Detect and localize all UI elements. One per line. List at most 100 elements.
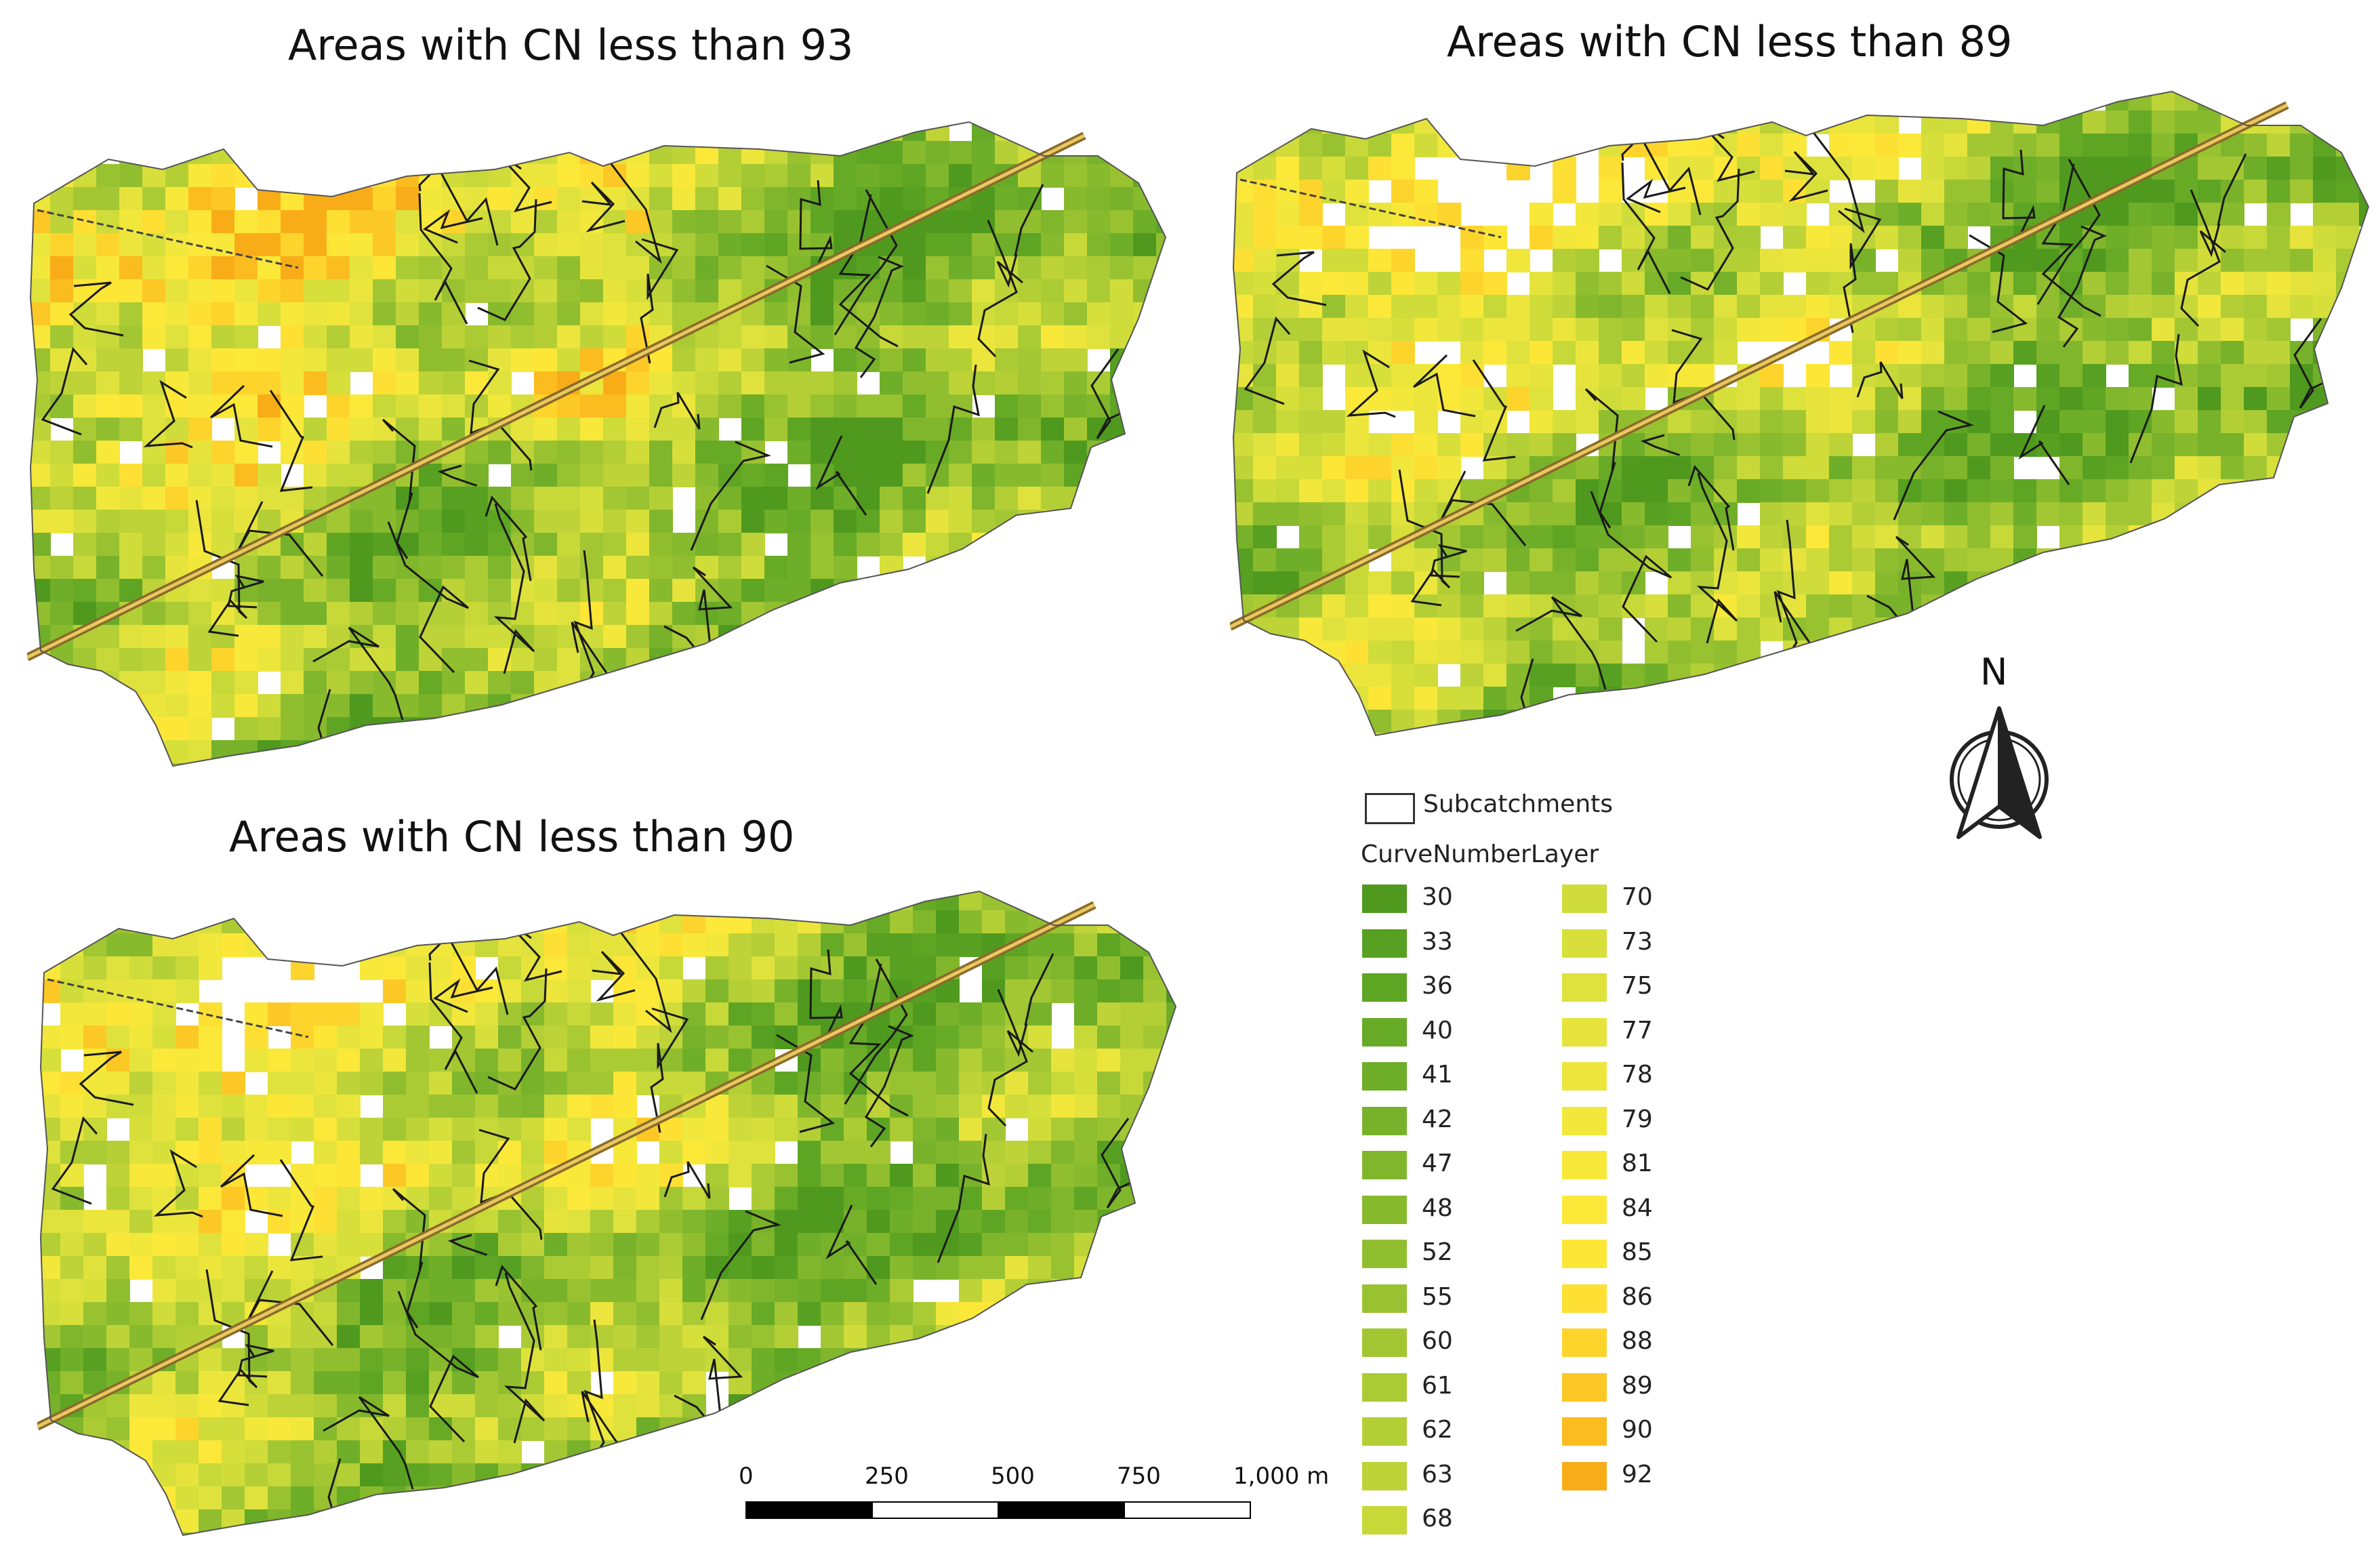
cn-cell	[2359, 733, 2368, 735]
cn-cell	[1875, 92, 1899, 111]
cn-cell	[1483, 92, 1507, 111]
cn-cell	[1051, 1302, 1075, 1326]
cn-cell	[1714, 341, 1738, 365]
cn-cell	[982, 1532, 1006, 1535]
cn-cell	[442, 418, 466, 441]
cn-cell	[2267, 249, 2291, 272]
legend-label-30: 30	[1422, 883, 1453, 911]
cn-cell	[1506, 387, 1530, 411]
cn-cell	[442, 648, 466, 672]
cn-cell	[73, 233, 97, 257]
cn-cell	[1299, 318, 1323, 342]
cn-cell	[913, 1002, 937, 1026]
cn-cell	[1806, 525, 1830, 549]
cn-cell	[1829, 64, 1853, 88]
cn-cell	[1064, 95, 1088, 119]
cn-cell	[1414, 641, 1438, 664]
cn-cell	[327, 394, 350, 418]
cn-cell	[96, 694, 120, 718]
cn-cell	[327, 233, 350, 257]
cn-cell	[1051, 1348, 1075, 1372]
cn-cell	[844, 1532, 867, 1535]
cn-cell	[188, 625, 212, 649]
cn-cell	[350, 279, 373, 303]
cn-cell	[2221, 203, 2244, 226]
cn-cell	[2290, 249, 2314, 272]
cn-cell	[1898, 180, 1922, 203]
cn-cell	[659, 1486, 683, 1510]
cn-cell	[1622, 341, 1645, 365]
cn-cell	[1875, 410, 1899, 434]
cn-cell	[176, 979, 199, 1003]
cn-cell	[1368, 433, 1392, 457]
cn-cell	[972, 122, 996, 142]
cn-cell	[672, 533, 696, 556]
cn-cell	[1110, 579, 1134, 603]
cn-cell	[1110, 256, 1134, 280]
cn-cell	[867, 1417, 890, 1441]
cn-cell	[567, 864, 591, 888]
cn-cell	[1691, 479, 1715, 503]
cn-cell	[521, 1095, 545, 1118]
cn-cell	[350, 302, 373, 326]
cn-cell	[659, 910, 683, 934]
cn-cell	[867, 1210, 890, 1234]
cn-cell	[741, 95, 765, 119]
cn-cell	[1253, 180, 1277, 203]
subcatchment-line	[269, 390, 313, 492]
cn-cell	[2359, 571, 2368, 595]
cn-cell	[2221, 641, 2244, 664]
cn-cell	[199, 864, 222, 888]
cn-cell	[106, 1095, 130, 1118]
cn-cell	[142, 533, 166, 556]
cn-cell	[2082, 641, 2106, 664]
cn-cell	[452, 1348, 476, 1372]
cn-cell	[50, 279, 74, 303]
cn-cell	[419, 648, 443, 672]
cn-cell	[1714, 548, 1738, 572]
cn-cell	[258, 95, 281, 119]
cn-cell	[1645, 92, 1668, 111]
cn-cell	[1898, 617, 1922, 641]
cn-cell	[30, 441, 51, 464]
cn-cell	[982, 891, 1006, 911]
cn-cell	[73, 187, 97, 211]
cn-cell	[281, 602, 304, 626]
cn-cell	[659, 1325, 683, 1349]
cn-cell	[890, 864, 914, 888]
cn-cell	[1064, 533, 1088, 556]
cn-cell	[511, 510, 535, 533]
cn-cell	[281, 210, 304, 234]
cn-cell	[396, 671, 419, 695]
cn-cell	[603, 441, 627, 464]
cn-cell	[360, 1302, 384, 1326]
cn-cell	[281, 279, 304, 303]
cn-cell	[1898, 203, 1922, 226]
cn-cell	[1875, 641, 1899, 664]
cn-cell	[1576, 548, 1599, 572]
cn-cell	[1944, 525, 1968, 549]
cn-cell	[729, 1002, 752, 1026]
cn-cell	[764, 763, 788, 766]
cn-cell	[741, 371, 765, 395]
cn-cell	[603, 763, 627, 766]
cn-cell	[603, 487, 627, 510]
cn-cell	[1041, 325, 1065, 349]
cn-cell	[936, 1394, 960, 1418]
cn-cell	[890, 1532, 914, 1535]
cn-cell	[1276, 502, 1300, 526]
cn-cell	[291, 864, 314, 888]
cn-cell	[752, 910, 775, 934]
cn-cell	[2059, 387, 2083, 411]
cn-cell	[626, 671, 650, 695]
cn-cell	[1074, 1049, 1098, 1072]
cn-cell	[73, 579, 97, 603]
cn-cell	[465, 579, 489, 603]
cn-cell	[1737, 134, 1761, 157]
cn-cell	[1156, 625, 1166, 649]
cn-cell	[880, 625, 903, 649]
cn-cell	[544, 1279, 568, 1303]
cn-cell	[2013, 594, 2037, 618]
cn-cell	[2152, 594, 2175, 618]
cn-cell	[1760, 664, 1784, 687]
